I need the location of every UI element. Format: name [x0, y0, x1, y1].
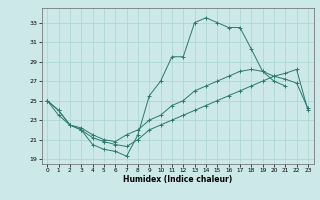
X-axis label: Humidex (Indice chaleur): Humidex (Indice chaleur) [123, 175, 232, 184]
